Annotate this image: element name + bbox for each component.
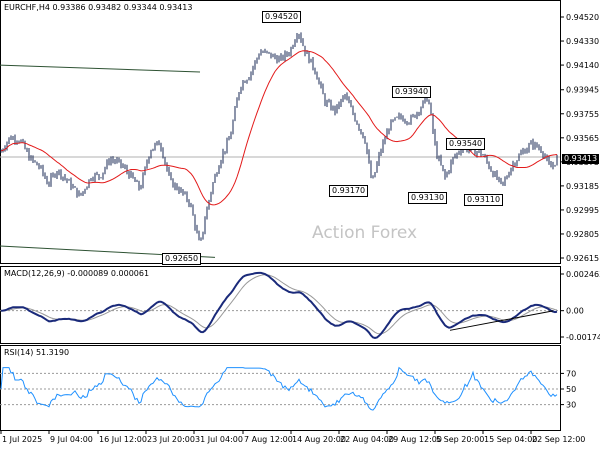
annotation-0-93940: 0.93940 xyxy=(392,86,432,98)
price-axis-label: 0.93185 xyxy=(566,182,599,191)
annotation-0-93130: 0.93130 xyxy=(408,192,448,204)
price-axis-label: 0.93945 xyxy=(566,86,599,95)
rsi-axis-label: 30 xyxy=(566,401,576,410)
rsi-panel[interactable] xyxy=(0,345,561,431)
rsi-axis-label: 70 xyxy=(566,369,576,378)
time-axis-label: 23 Jul 20:00 xyxy=(147,435,195,444)
time-axis-label: 9 Jul 04:00 xyxy=(50,435,93,444)
last-price-label: 0.93413 xyxy=(562,154,600,164)
price-axis-label: 0.94140 xyxy=(566,61,599,70)
time-axis-label: 22 Aug 04:00 xyxy=(340,435,394,444)
time-axis-label: 29 Aug 12:00 xyxy=(388,435,442,444)
macd-signal-line xyxy=(1,274,558,335)
time-axis-label: 7 Aug 12:00 xyxy=(244,435,293,444)
time-axis-label: 16 Jul 12:00 xyxy=(99,435,147,444)
rsi-axis-label: 50 xyxy=(566,385,576,394)
price-axis-label: 0.94330 xyxy=(566,37,599,46)
macd-trendline xyxy=(449,310,554,331)
rsi-title: RSI(14) 51.3190 xyxy=(4,348,70,357)
watermark: Action Forex xyxy=(312,223,418,243)
time-axis-label: 31 Jul 04:00 xyxy=(195,435,243,444)
price-axis-label: 0.92805 xyxy=(566,230,599,239)
axes: 0.94520 0.94330 0.94140 0.93945 0.93755 0.935… xyxy=(0,13,600,444)
time-axis-label: 5 Sep 20:00 xyxy=(436,435,484,444)
macd-panel[interactable] xyxy=(0,266,561,344)
annotation-low: 0.92650 xyxy=(162,253,202,265)
rsi-line xyxy=(0,366,558,411)
macd-title: MACD(12,26,9) -0.000089 0.000061 xyxy=(4,269,150,278)
time-axis-label: 15 Sep 04:00 xyxy=(484,435,537,444)
macd-axis-label: 0.002463 xyxy=(566,270,600,279)
channel-line xyxy=(0,64,201,73)
moving-average-line xyxy=(0,50,558,206)
macd-axis-label: -0.00174 xyxy=(566,333,600,342)
chart-title: EURCHF,H4 0.93386 0.93482 0.93344 0.9341… xyxy=(4,3,193,12)
macd-plot xyxy=(0,271,560,340)
time-axis-label: 1 Jul 2025 xyxy=(2,435,42,444)
price-axis-label: 0.93755 xyxy=(566,110,599,119)
rsi-plot xyxy=(0,366,560,411)
main-panel[interactable] xyxy=(0,0,561,264)
annotation-high: 0.94520 xyxy=(262,11,302,23)
price-axis-label: 0.94520 xyxy=(566,13,599,22)
price-axis-label: 0.92995 xyxy=(566,206,599,215)
price-axis-label: 0.92615 xyxy=(566,254,599,263)
annotation-0-93170: 0.93170 xyxy=(329,185,369,197)
time-axis-label: 14 Aug 20:00 xyxy=(292,435,346,444)
price-axis-label: 0.93565 xyxy=(566,134,599,143)
macd-axis-label: 0.00 xyxy=(566,307,584,316)
annotation-0-93540: 0.93540 xyxy=(446,138,486,150)
annotation-0-93110: 0.93110 xyxy=(464,194,504,206)
macd-line xyxy=(0,271,558,340)
time-axis-label: 22 Sep 12:00 xyxy=(532,435,585,444)
